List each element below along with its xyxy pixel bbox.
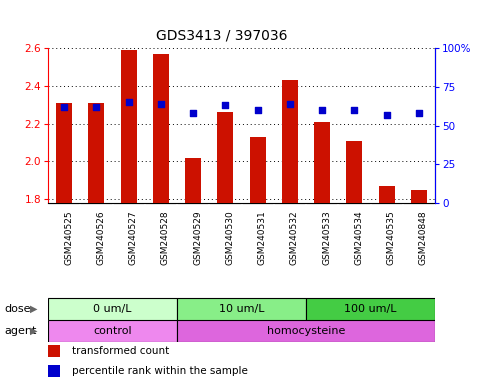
Bar: [121, 50, 137, 203]
Text: GSM240532: GSM240532: [290, 210, 299, 265]
Text: GSM240534: GSM240534: [355, 210, 363, 265]
Point: [415, 110, 423, 116]
Text: GSM240529: GSM240529: [193, 210, 202, 265]
Text: percentile rank within the sample: percentile rank within the sample: [72, 366, 248, 376]
Text: 100 um/L: 100 um/L: [344, 304, 397, 314]
Bar: [217, 112, 233, 203]
Bar: [88, 103, 104, 203]
Bar: [48, 365, 60, 377]
Text: 10 um/L: 10 um/L: [219, 304, 264, 314]
Text: GSM240526: GSM240526: [97, 210, 105, 265]
Bar: [56, 103, 72, 203]
Bar: [48, 320, 177, 342]
Bar: [306, 298, 435, 320]
Bar: [250, 137, 266, 203]
Text: dose: dose: [4, 304, 30, 314]
Text: GSM240528: GSM240528: [161, 210, 170, 265]
Bar: [282, 80, 298, 203]
Point: [189, 110, 197, 116]
Text: GSM240535: GSM240535: [386, 210, 396, 265]
Bar: [48, 345, 60, 357]
Bar: [153, 54, 169, 203]
Bar: [411, 190, 427, 203]
Text: GSM240531: GSM240531: [257, 210, 267, 265]
Text: GSM240525: GSM240525: [64, 210, 73, 265]
Text: GDS3413 / 397036: GDS3413 / 397036: [156, 29, 288, 43]
Text: ▶: ▶: [30, 304, 38, 314]
Text: agent: agent: [4, 326, 36, 336]
Bar: [346, 141, 362, 203]
Point: [125, 99, 132, 105]
Point: [93, 104, 100, 110]
Text: control: control: [93, 326, 132, 336]
Point: [157, 101, 165, 107]
Point: [222, 102, 229, 108]
Bar: [48, 298, 177, 320]
Point: [254, 107, 261, 113]
Point: [351, 107, 358, 113]
Text: homocysteine: homocysteine: [267, 326, 345, 336]
Text: GSM240533: GSM240533: [322, 210, 331, 265]
Text: transformed count: transformed count: [72, 346, 170, 356]
Point: [383, 112, 390, 118]
Point: [318, 107, 326, 113]
Text: GSM240527: GSM240527: [128, 210, 138, 265]
Text: ▶: ▶: [30, 326, 38, 336]
Point: [60, 104, 68, 110]
Bar: [177, 320, 435, 342]
Text: 0 um/L: 0 um/L: [93, 304, 132, 314]
Point: [286, 101, 294, 107]
Bar: [185, 158, 201, 203]
Bar: [379, 186, 395, 203]
Text: GSM240848: GSM240848: [419, 210, 428, 265]
Bar: [177, 298, 306, 320]
Text: GSM240530: GSM240530: [226, 210, 234, 265]
Bar: [314, 122, 330, 203]
